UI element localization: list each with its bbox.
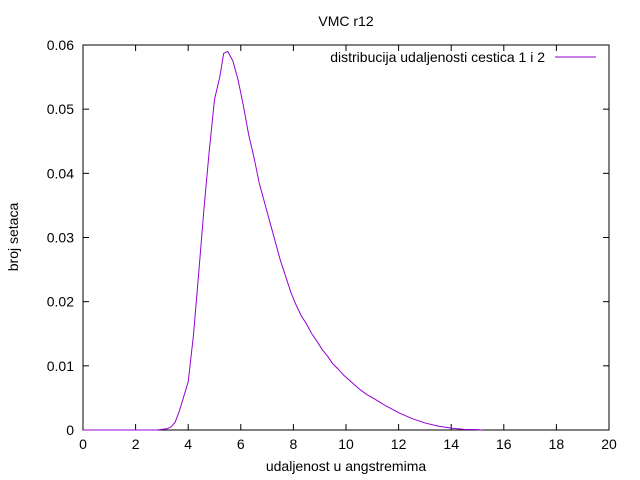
plot-frame (82, 44, 610, 431)
x-tick-label: 6 (237, 436, 245, 452)
x-tick-label: 18 (549, 436, 565, 452)
x-tick-label: 2 (132, 436, 140, 452)
x-axis-label: udaljenost u angstremima (266, 458, 427, 474)
x-tick-label: 0 (79, 436, 87, 452)
y-tick-label: 0.04 (47, 165, 74, 181)
x-tick-label: 14 (443, 436, 459, 452)
x-tick-label: 20 (601, 436, 617, 452)
y-axis-ticks: 0 0.01 0.02 0.03 0.04 0.05 0.06 (47, 37, 609, 438)
legend-label: distribucija udaljenosti cestica 1 i 2 (330, 49, 545, 65)
y-axis-label: broj setaca (5, 203, 21, 272)
y-tick-label: 0.05 (47, 101, 74, 117)
y-tick-label: 0.06 (47, 37, 74, 53)
x-tick-label: 10 (338, 436, 354, 452)
chart-title: VMC r12 (318, 13, 373, 29)
y-tick-label: 0.03 (47, 230, 74, 246)
legend: distribucija udaljenosti cestica 1 i 2 (330, 49, 596, 65)
y-tick-label: 0.01 (47, 358, 74, 374)
x-tick-label: 16 (496, 436, 512, 452)
series-line (83, 50, 483, 431)
series-layer (83, 50, 483, 431)
y-tick-label: 0.02 (47, 294, 74, 310)
x-tick-label: 8 (290, 436, 298, 452)
x-tick-label: 12 (391, 436, 407, 452)
y-tick-label: 0 (66, 422, 74, 438)
x-tick-label: 4 (184, 436, 192, 452)
x-axis-ticks: 0 2 4 6 8 10 12 14 16 18 20 (79, 45, 617, 452)
